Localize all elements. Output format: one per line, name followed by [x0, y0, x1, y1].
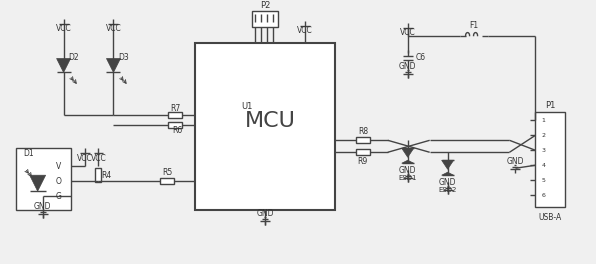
Text: 6: 6: [541, 193, 545, 198]
Text: VCC: VCC: [55, 24, 72, 33]
Text: C6: C6: [415, 53, 426, 62]
Text: R5: R5: [162, 168, 172, 177]
Text: GND: GND: [256, 209, 274, 218]
Text: 3: 3: [541, 148, 545, 153]
Text: GND: GND: [399, 62, 417, 71]
Text: ESD1: ESD1: [399, 175, 417, 181]
Text: ESD2: ESD2: [439, 187, 457, 193]
Text: R9: R9: [358, 157, 368, 166]
Polygon shape: [442, 160, 454, 169]
Text: VCC: VCC: [400, 28, 415, 37]
Text: O: O: [55, 177, 61, 186]
Text: P1: P1: [545, 101, 555, 110]
Text: D3: D3: [118, 53, 129, 62]
Text: GND: GND: [399, 166, 417, 175]
Text: VCC: VCC: [91, 154, 106, 163]
Polygon shape: [57, 59, 70, 73]
Text: GND: GND: [507, 157, 524, 166]
Text: U1: U1: [241, 102, 253, 111]
Bar: [356, 149, 370, 155]
Text: 5: 5: [541, 178, 545, 183]
Text: VCC: VCC: [297, 26, 313, 35]
Text: 4: 4: [541, 163, 545, 168]
Bar: [95, 168, 101, 182]
Text: VCC: VCC: [105, 24, 122, 33]
Bar: [195, 43, 335, 210]
Bar: [252, 11, 278, 27]
Text: GND: GND: [439, 178, 457, 187]
Text: V: V: [56, 162, 61, 171]
Text: R7: R7: [170, 104, 181, 113]
Bar: [168, 112, 182, 118]
Text: F1: F1: [469, 21, 478, 30]
Text: P2: P2: [260, 1, 270, 10]
Text: D2: D2: [68, 53, 79, 62]
Bar: [160, 178, 174, 184]
Text: G: G: [55, 192, 61, 201]
Text: 1: 1: [541, 118, 545, 123]
Text: VCC: VCC: [77, 154, 92, 163]
Polygon shape: [442, 172, 454, 175]
Polygon shape: [30, 175, 46, 191]
Text: R6: R6: [172, 126, 182, 135]
Bar: [356, 137, 370, 143]
Text: R8: R8: [358, 127, 368, 136]
Text: 2: 2: [541, 133, 545, 138]
Polygon shape: [402, 148, 414, 157]
Text: GND: GND: [34, 202, 51, 211]
Bar: [535, 112, 566, 207]
Bar: [15, 148, 70, 210]
Bar: [168, 122, 182, 128]
Polygon shape: [402, 160, 414, 163]
Text: USB-A: USB-A: [539, 213, 562, 221]
Polygon shape: [107, 59, 120, 73]
Text: R4: R4: [101, 171, 111, 180]
Text: MCU: MCU: [244, 111, 296, 131]
Text: D1: D1: [24, 149, 35, 158]
